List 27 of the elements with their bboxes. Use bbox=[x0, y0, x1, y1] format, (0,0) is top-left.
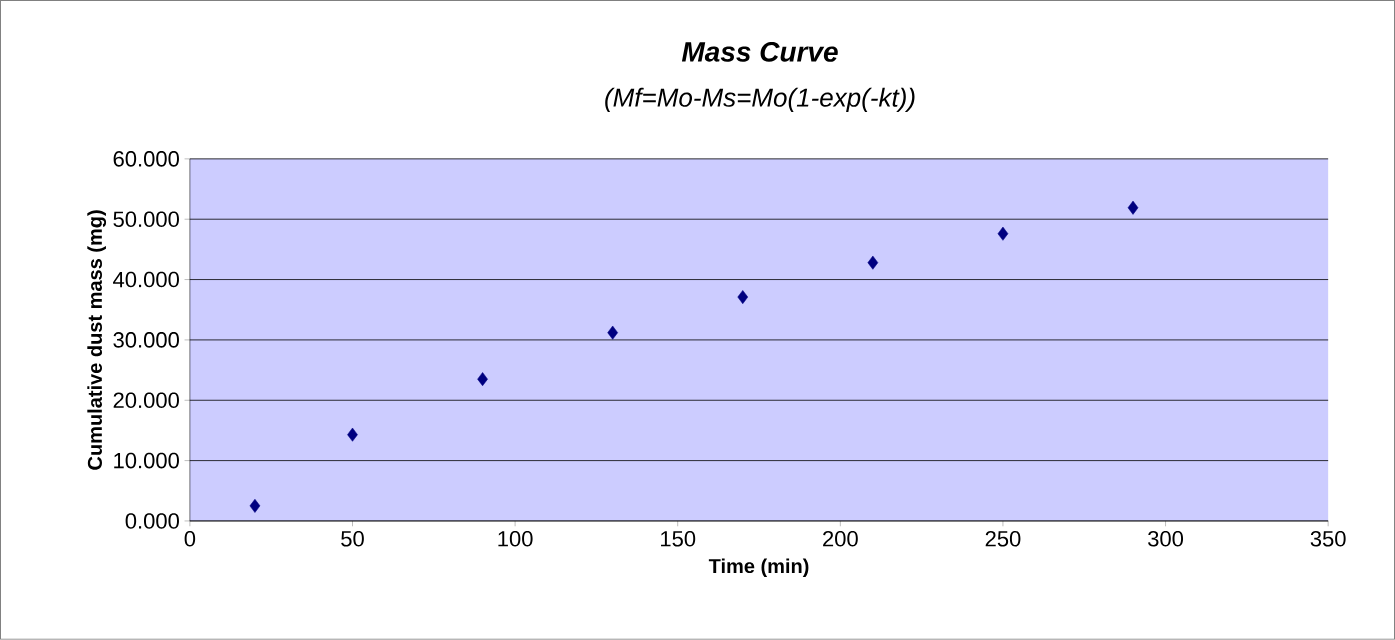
point bbox=[477, 372, 488, 387]
point bbox=[737, 290, 749, 305]
point bbox=[867, 255, 879, 270]
x-tick-label: 150 bbox=[661, 531, 696, 547]
point bbox=[347, 427, 358, 442]
x-tick-label: 350 bbox=[1310, 531, 1346, 547]
x-tick-label: 50 bbox=[341, 531, 364, 547]
y-tick-label: 40.000 bbox=[113, 271, 179, 288]
x-axis-title: Time (min) bbox=[708, 558, 809, 578]
y-tick-label: 60.000 bbox=[113, 151, 179, 167]
y-tick-label: 20.000 bbox=[113, 392, 179, 409]
y-tick-label: 0.000 bbox=[125, 513, 179, 529]
point bbox=[249, 499, 261, 513]
x-tick-label: 100 bbox=[498, 531, 533, 547]
chart-title: Mass Curve bbox=[681, 42, 838, 62]
y-axis-title: Cumulative dust mass (mg) bbox=[87, 210, 107, 470]
y-tick-label: 50.000 bbox=[113, 211, 179, 228]
point bbox=[997, 226, 1009, 241]
y-tick-label: 10.000 bbox=[114, 452, 179, 469]
y-tick-label: 30.000 bbox=[113, 332, 179, 348]
x-tick-label: 200 bbox=[823, 531, 858, 547]
x-tick-label: 250 bbox=[985, 531, 1021, 547]
point bbox=[1127, 200, 1139, 215]
x-tick-label: 300 bbox=[1148, 531, 1184, 547]
point bbox=[607, 325, 618, 340]
x-tick-label: 0 bbox=[184, 531, 196, 547]
chart-subtitle: (Mf=Mo-Ms=Mo(1-exp(-kt)) bbox=[605, 87, 915, 113]
